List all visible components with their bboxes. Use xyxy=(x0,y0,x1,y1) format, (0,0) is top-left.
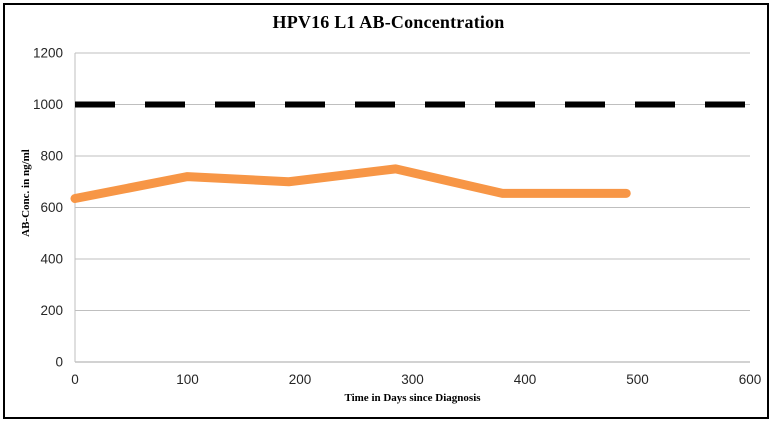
x-tick-label: 200 xyxy=(289,372,312,387)
y-tick-label: 600 xyxy=(40,200,63,215)
x-tick-label: 300 xyxy=(401,372,424,387)
y-tick-label: 0 xyxy=(55,355,63,370)
x-tick-label: 600 xyxy=(739,372,762,387)
y-tick-label: 200 xyxy=(40,303,63,318)
chart-frame xyxy=(3,3,769,419)
data-series-line xyxy=(70,164,631,203)
y-tick-label: 400 xyxy=(40,252,63,267)
x-tick-label: 400 xyxy=(514,372,537,387)
chart-title: HPV16 L1 AB-Concentration xyxy=(272,12,505,32)
x-tick-label: 100 xyxy=(176,372,199,387)
x-tick-label: 0 xyxy=(71,372,79,387)
x-axis-title: Time in Days since Diagnosis xyxy=(344,392,481,404)
y-tick-label: 1000 xyxy=(33,97,63,112)
y-tick-label: 800 xyxy=(40,149,63,164)
y-tick-label: 1200 xyxy=(33,46,63,61)
x-tick-label: 500 xyxy=(626,372,649,387)
